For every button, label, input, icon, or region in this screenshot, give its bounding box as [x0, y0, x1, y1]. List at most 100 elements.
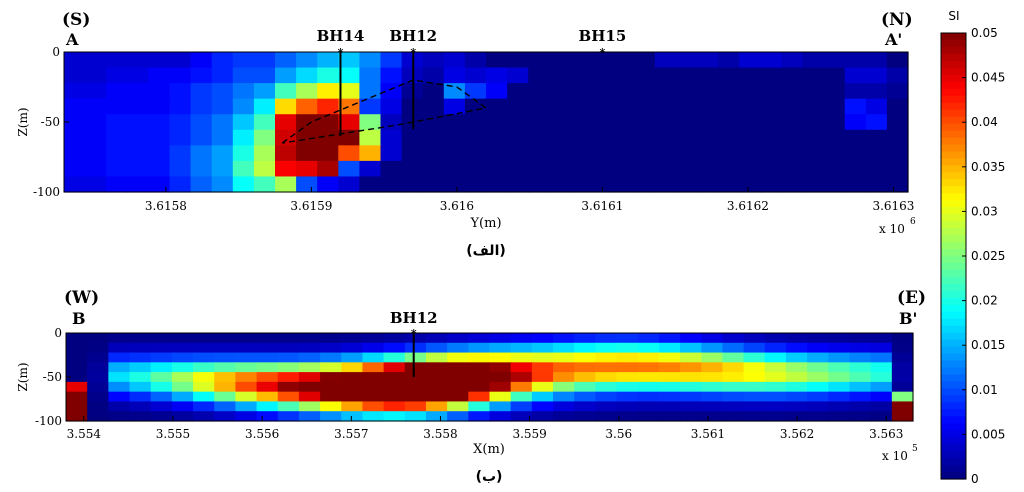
- heatmap-cell: [675, 52, 698, 69]
- heatmap-cell: [193, 401, 215, 412]
- heatmap-cell: [256, 411, 279, 422]
- heatmap-cell: [870, 411, 893, 422]
- heatmap-cell: [760, 176, 782, 193]
- heatmap-cell: [891, 411, 914, 422]
- section-label-b: (ب): [476, 469, 503, 485]
- heatmap-cell: [828, 391, 851, 403]
- heatmap-cell: [591, 160, 614, 178]
- heatmap-cell: [383, 333, 406, 344]
- heatmap-cell: [169, 114, 192, 131]
- heatmap-cell: [341, 352, 364, 363]
- heatmap-cell: [422, 176, 445, 193]
- colorbar-step: [941, 262, 966, 271]
- heatmap-cell: [865, 52, 888, 69]
- heatmap-cell: [807, 391, 829, 403]
- heatmap-cell: [486, 129, 508, 146]
- heatmap-cell: [232, 98, 255, 115]
- heatmap-cell: [823, 176, 846, 193]
- heatmap-cell: [443, 83, 466, 100]
- heatmap-cell: [718, 83, 740, 100]
- heatmap-cell: [447, 342, 469, 354]
- heatmap-cell: [807, 411, 829, 422]
- borehole-label: BH15: [579, 27, 627, 45]
- heatmap-cell: [633, 114, 656, 131]
- heatmap-cell: [359, 83, 382, 100]
- heatmap-cell: [574, 362, 596, 373]
- heatmap-cell: [232, 160, 255, 178]
- heatmap-cell: [654, 83, 677, 100]
- heatmap-cell: [464, 145, 487, 162]
- colorbar-step: [941, 88, 966, 97]
- heatmap-cell: [553, 352, 575, 363]
- heatmap-cell: [870, 391, 893, 403]
- x-tick-label: 3.557: [334, 427, 368, 441]
- heatmap-cell: [85, 98, 107, 115]
- heatmap-cell: [718, 52, 740, 69]
- heatmap-cell: [764, 391, 787, 403]
- heatmap-cell: [127, 114, 149, 131]
- end-right-a: A': [884, 30, 902, 49]
- heatmap-cell: [570, 98, 593, 115]
- heatmap-cell: [760, 160, 782, 178]
- x-tick-label: 3.554: [67, 427, 102, 441]
- heatmap-cell: [807, 352, 829, 363]
- heatmap-cell: [489, 362, 512, 373]
- heatmap-cell: [764, 333, 787, 344]
- heatmap-cell: [570, 129, 593, 146]
- heatmap-cell: [171, 391, 194, 403]
- heatmap-cell: [591, 129, 614, 146]
- heatmap-cell: [697, 67, 719, 84]
- heatmap-cell: [464, 176, 487, 193]
- heatmap-cell: [338, 145, 360, 162]
- heatmap-cell: [553, 372, 575, 383]
- heatmap-cell: [317, 160, 339, 178]
- heatmap-cell: [781, 83, 804, 100]
- heatmap-cell: [447, 401, 469, 412]
- colorbar-step: [941, 339, 966, 348]
- heatmap-cell: [277, 391, 300, 403]
- heatmap-cell: [87, 352, 109, 363]
- heatmap-cell: [383, 401, 406, 412]
- heatmap-cell: [275, 176, 297, 193]
- y-axis-label-b: Z(m): [16, 362, 30, 391]
- colorbar-step: [941, 444, 966, 452]
- colorbar-step: [941, 318, 966, 327]
- heatmap-cell: [296, 98, 318, 115]
- x-tick-label: 3.563: [869, 427, 903, 441]
- heatmap-cell: [528, 114, 550, 131]
- heatmap-cell: [66, 362, 88, 373]
- heatmap-cell: [886, 145, 909, 162]
- colorbar-step: [941, 269, 966, 278]
- heatmap-cell: [256, 342, 279, 354]
- heatmap-cell: [549, 67, 571, 84]
- heatmap-cell: [722, 391, 745, 403]
- heatmap-cell: [338, 67, 360, 84]
- heatmap-cell: [106, 83, 128, 100]
- heatmap-cell: [785, 333, 808, 344]
- heatmap-cell: [807, 381, 829, 393]
- heatmap-cell: [298, 342, 321, 354]
- heatmap-cell: [277, 362, 300, 373]
- heatmap-cell: [129, 352, 152, 363]
- heatmap-cell: [404, 391, 427, 403]
- x-exponent-b: x 10: [882, 449, 908, 463]
- heatmap-cell: [802, 52, 825, 69]
- heatmap-cell: [148, 145, 171, 162]
- colorbar-step: [941, 144, 966, 153]
- heatmap-cell: [802, 160, 825, 178]
- heatmap-cell: [570, 145, 593, 162]
- heatmap-cell: [844, 114, 867, 131]
- heatmap-cell: [549, 98, 571, 115]
- heatmap-cell: [739, 67, 761, 84]
- heatmap-cell: [296, 67, 318, 84]
- colorbar-tick-label: 0.03: [971, 204, 998, 218]
- colorbar-step: [941, 158, 966, 167]
- heatmap-cell: [574, 333, 596, 344]
- heatmap-cell: [380, 114, 403, 131]
- heatmap-cell: [612, 114, 635, 131]
- heatmap-cell: [697, 98, 719, 115]
- heatmap-cell: [595, 342, 618, 354]
- heatmap-cell: [277, 333, 300, 344]
- heatmap-cell: [718, 67, 740, 84]
- heatmap-cell: [865, 176, 888, 193]
